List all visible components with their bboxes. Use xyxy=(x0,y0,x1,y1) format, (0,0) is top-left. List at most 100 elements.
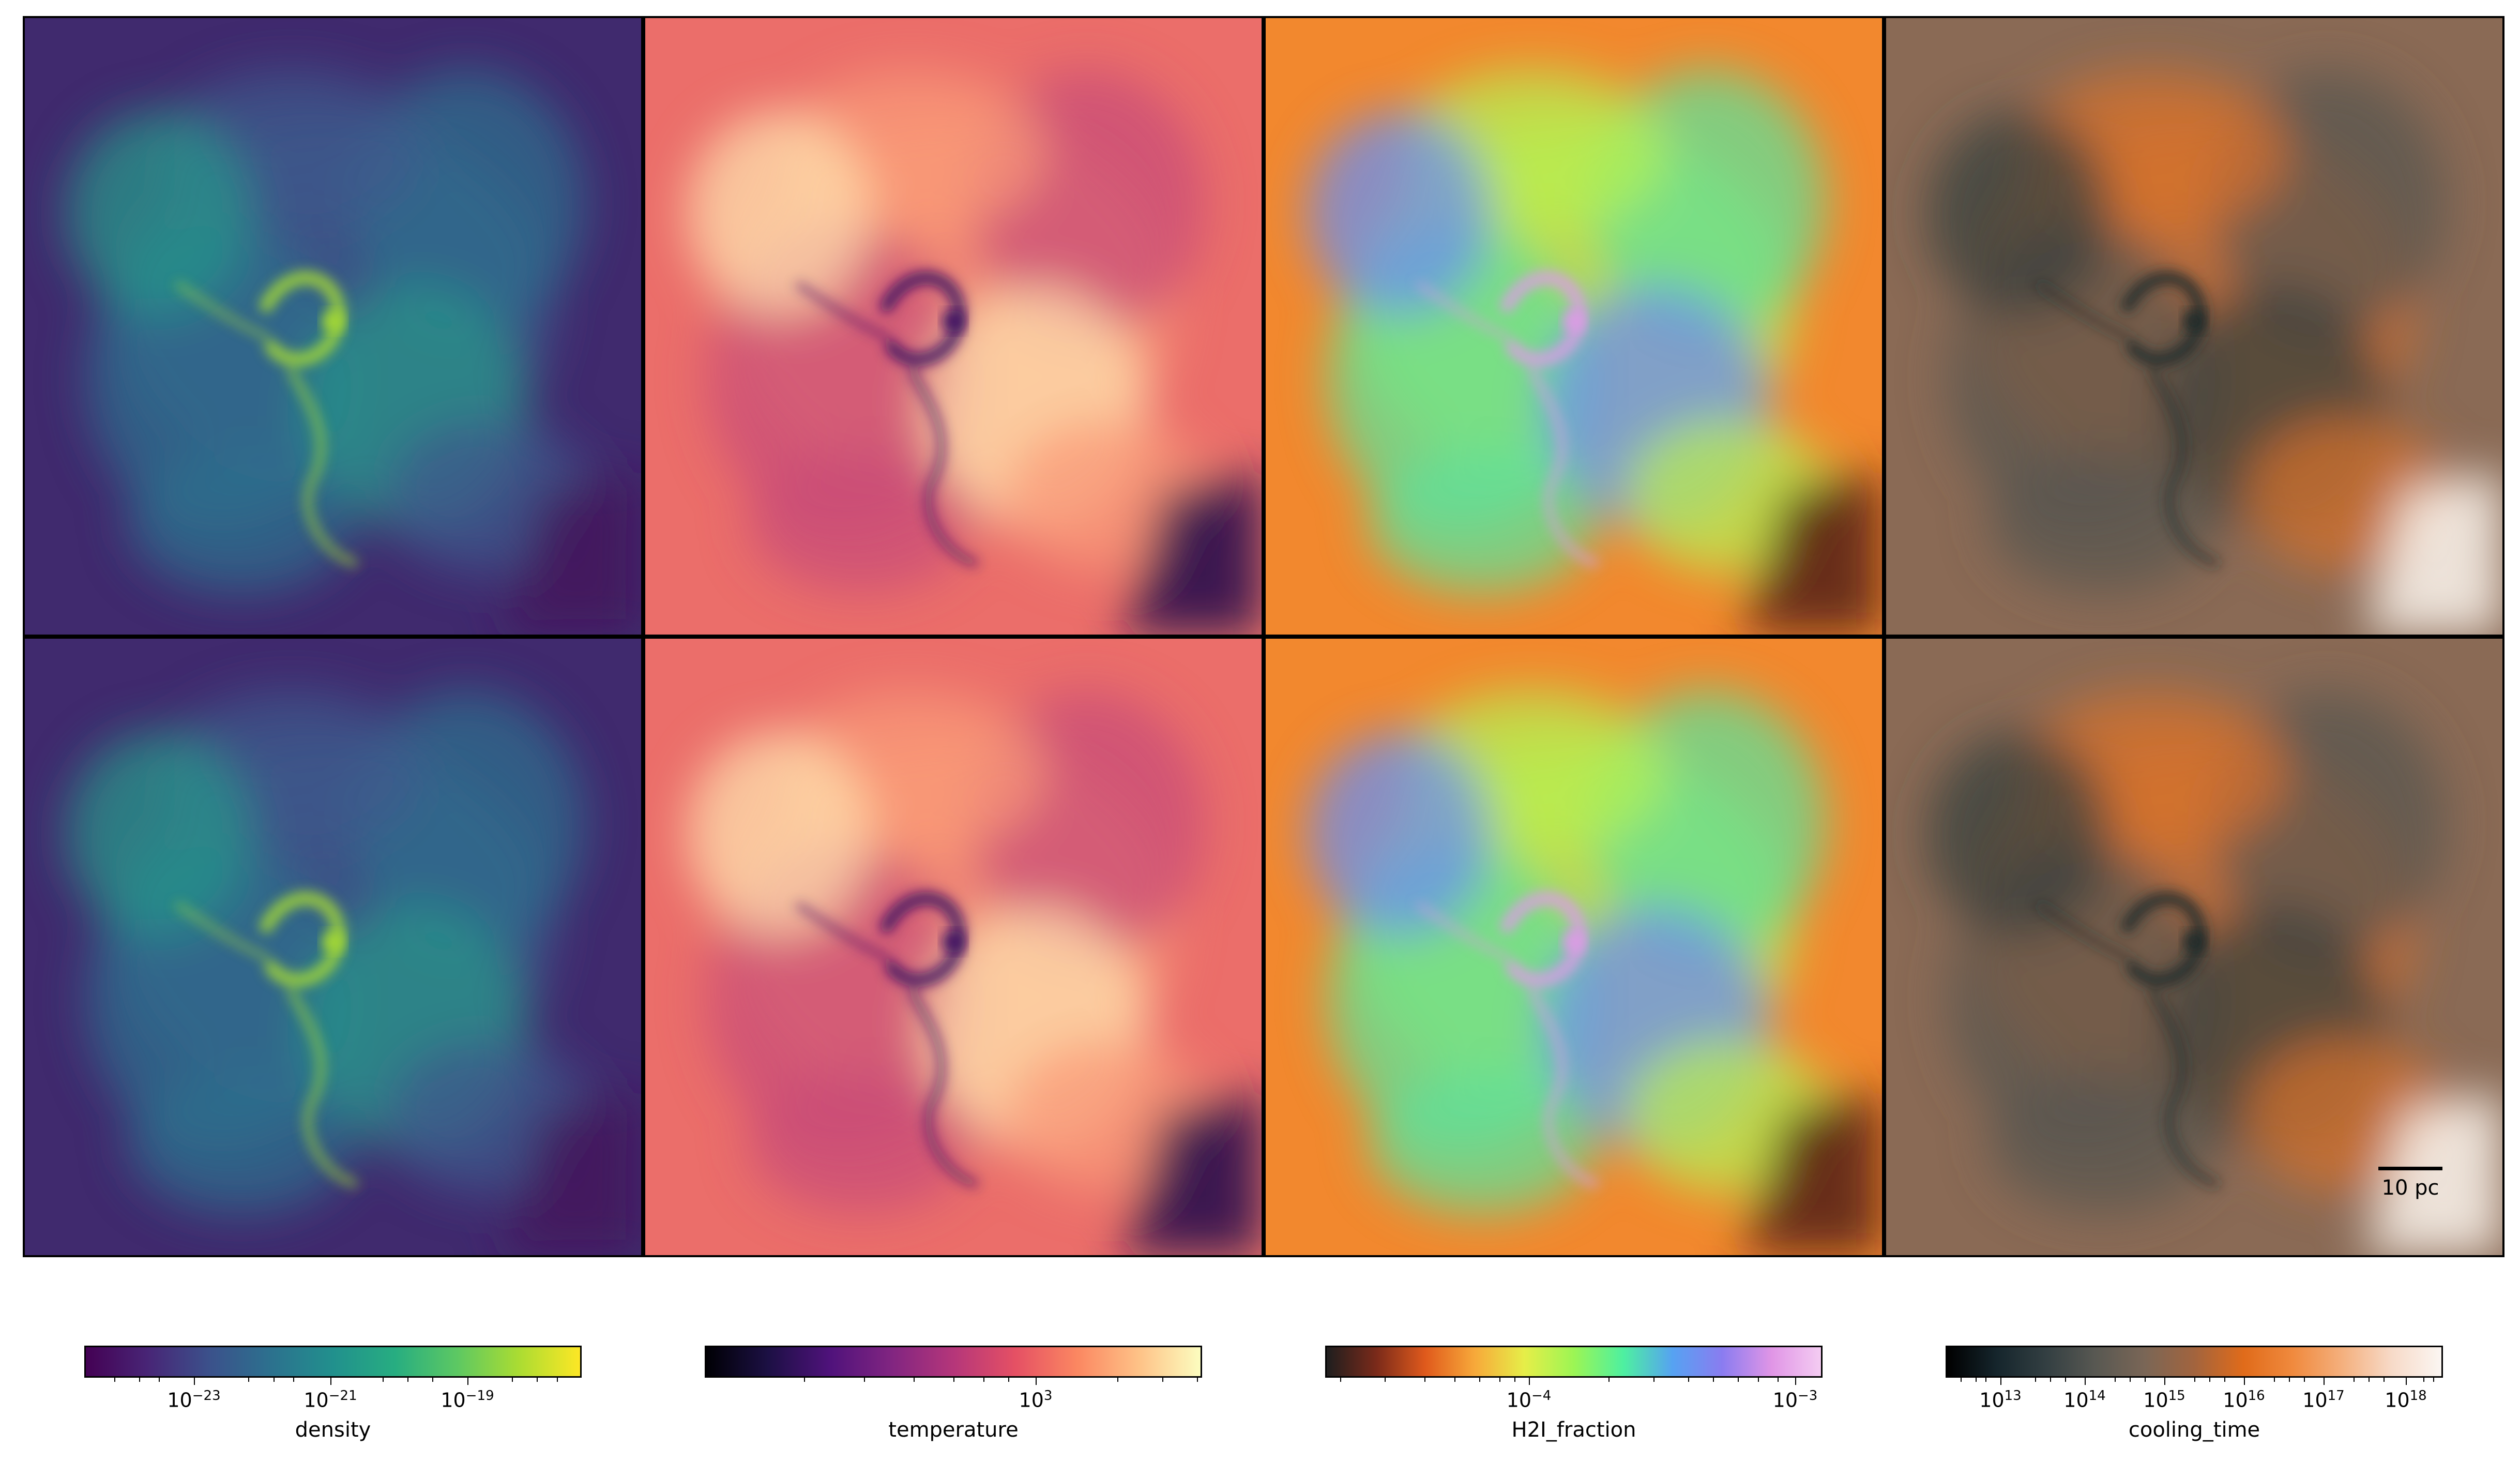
colorbar-major-tick xyxy=(2164,1378,2165,1385)
colorbar-minor-tick xyxy=(1454,1378,1455,1382)
colorbar-minor-tick xyxy=(1961,1378,1962,1382)
colorbar-minor-tick xyxy=(1424,1378,1425,1382)
colorbar-density: density 10−23 10−21 10−19 xyxy=(84,1346,582,1449)
colorbar-h2i-fraction: H2I_fraction 10−4 10−3 xyxy=(1325,1346,1823,1449)
colorbar-tick-label: 10−3 xyxy=(1772,1388,1818,1412)
colorbar-minor-tick xyxy=(1738,1378,1739,1382)
colorbar-minor-tick xyxy=(432,1378,433,1382)
colorbar-major-tick xyxy=(194,1378,195,1385)
colorbar-minor-tick xyxy=(537,1378,538,1382)
field-map xyxy=(1886,639,2502,1255)
colorbar-minor-tick xyxy=(2145,1378,2146,1382)
colorbar-minor-tick xyxy=(1197,1378,1198,1382)
colorbar-minor-tick xyxy=(159,1378,160,1382)
scale-bar: 10 pc xyxy=(2378,1167,2442,1198)
field-map xyxy=(1266,18,1882,635)
field-map xyxy=(25,639,641,1255)
colorbar-minor-tick xyxy=(1479,1378,1480,1382)
field-map xyxy=(1266,639,1882,1255)
colorbar-major-tick xyxy=(1529,1378,1530,1385)
colorbar-minor-tick xyxy=(1499,1378,1500,1382)
colorbar-minor-tick xyxy=(2194,1378,2195,1382)
colorbar-minor-tick xyxy=(2369,1378,2370,1382)
colorbar-major-tick xyxy=(2244,1378,2245,1385)
colorbar-tick-label: 10−4 xyxy=(1506,1388,1552,1412)
colorbar-gradient xyxy=(1325,1346,1823,1378)
colorbar-label: temperature xyxy=(888,1418,1019,1442)
panel-cooling-time-bottom: 10 pc xyxy=(1884,637,2504,1257)
colorbar-minor-tick xyxy=(114,1378,115,1382)
colorbar-minor-tick xyxy=(2274,1378,2275,1382)
colorbar-minor-tick xyxy=(1385,1378,1386,1382)
colorbar-minor-tick xyxy=(983,1378,984,1382)
colorbar-minor-tick xyxy=(2423,1378,2424,1382)
colorbar-temperature: temperature 103 xyxy=(705,1346,1202,1449)
colorbar-tick-label: 10−21 xyxy=(303,1388,357,1412)
colorbar-major-tick xyxy=(2085,1378,2086,1385)
colorbar-tick-label: 1016 xyxy=(2223,1388,2265,1412)
colorbar-minor-tick xyxy=(1340,1378,1341,1382)
scale-bar-label: 10 pc xyxy=(2381,1176,2439,1200)
colorbar-minor-tick xyxy=(2224,1378,2225,1382)
colorbar-label: cooling_time xyxy=(2128,1418,2260,1442)
field-map xyxy=(645,18,1262,635)
scale-bar-line xyxy=(2378,1167,2442,1170)
colorbar-minor-tick xyxy=(2289,1378,2290,1382)
colorbar-minor-tick xyxy=(1608,1378,1610,1382)
colorbar-minor-tick xyxy=(512,1378,513,1382)
colorbar-label: H2I_fraction xyxy=(1511,1418,1636,1442)
colorbar-minor-tick xyxy=(2130,1378,2131,1382)
colorbar-minor-tick xyxy=(2384,1378,2385,1382)
image-grid: 10 pc xyxy=(23,16,2504,1257)
colorbar-major-tick xyxy=(330,1378,331,1385)
colorbar-major-tick xyxy=(2324,1378,2325,1385)
colorbar-minor-tick xyxy=(1008,1378,1009,1382)
colorbar-minor-tick xyxy=(953,1378,954,1382)
colorbar-minor-tick xyxy=(293,1378,294,1382)
colorbar-minor-tick xyxy=(2304,1378,2305,1382)
colorbar-minor-tick xyxy=(1653,1378,1654,1382)
colorbar-cooling-time: cooling_time 1013 1014 1015 1016 1017 1018 xyxy=(1946,1346,2443,1449)
colorbar-minor-tick xyxy=(1514,1378,1515,1382)
colorbar-tick-label: 1018 xyxy=(2385,1388,2427,1412)
colorbar-minor-tick xyxy=(1162,1378,1163,1382)
colorbar-tick-label: 1017 xyxy=(2302,1388,2345,1412)
colorbar-major-tick xyxy=(467,1378,468,1385)
colorbar-minor-tick xyxy=(2050,1378,2051,1382)
colorbar-tick-label: 1015 xyxy=(2143,1388,2185,1412)
colorbar-minor-tick xyxy=(557,1378,558,1382)
colorbar-minor-tick xyxy=(914,1378,915,1382)
colorbar-minor-tick xyxy=(1976,1378,1977,1382)
colorbar-minor-tick xyxy=(804,1378,805,1382)
panel-h2i-fraction-bottom xyxy=(1264,637,1884,1257)
colorbar-major-tick xyxy=(2406,1378,2407,1385)
colorbar-minor-tick xyxy=(139,1378,140,1382)
colorbar-gradient xyxy=(1946,1346,2443,1378)
colorbar-tick-label: 1013 xyxy=(1979,1388,2022,1412)
colorbar-minor-tick xyxy=(248,1378,249,1382)
panel-temperature-bottom xyxy=(643,637,1264,1257)
colorbar-minor-tick xyxy=(407,1378,408,1382)
colorbar-minor-tick xyxy=(2035,1378,2036,1382)
colorbar-tick-label: 103 xyxy=(1019,1388,1053,1412)
colorbar-minor-tick xyxy=(2115,1378,2116,1382)
panel-density-bottom xyxy=(23,637,643,1257)
panel-cooling-time-top xyxy=(1884,16,2504,637)
colorbar-minor-tick xyxy=(2209,1378,2210,1382)
field-map xyxy=(645,639,1262,1255)
colorbar-minor-tick xyxy=(864,1378,865,1382)
colorbar-major-tick xyxy=(1036,1378,1037,1385)
colorbar-minor-tick xyxy=(2433,1378,2434,1382)
colorbar-minor-tick xyxy=(1758,1378,1759,1382)
colorbar-minor-tick xyxy=(1117,1378,1118,1382)
field-map xyxy=(25,18,641,635)
colorbar-minor-tick xyxy=(2065,1378,2066,1382)
colorbar-tick-label: 10−23 xyxy=(167,1388,221,1412)
colorbar-major-tick xyxy=(1795,1378,1796,1385)
colorbar-tick-label: 1014 xyxy=(2063,1388,2106,1412)
colorbar-gradient xyxy=(705,1346,1202,1378)
colorbar-minor-tick xyxy=(1985,1378,1986,1382)
colorbar-minor-tick xyxy=(383,1378,384,1382)
colorbar-major-tick xyxy=(2000,1378,2001,1385)
colorbar-minor-tick xyxy=(2354,1378,2355,1382)
